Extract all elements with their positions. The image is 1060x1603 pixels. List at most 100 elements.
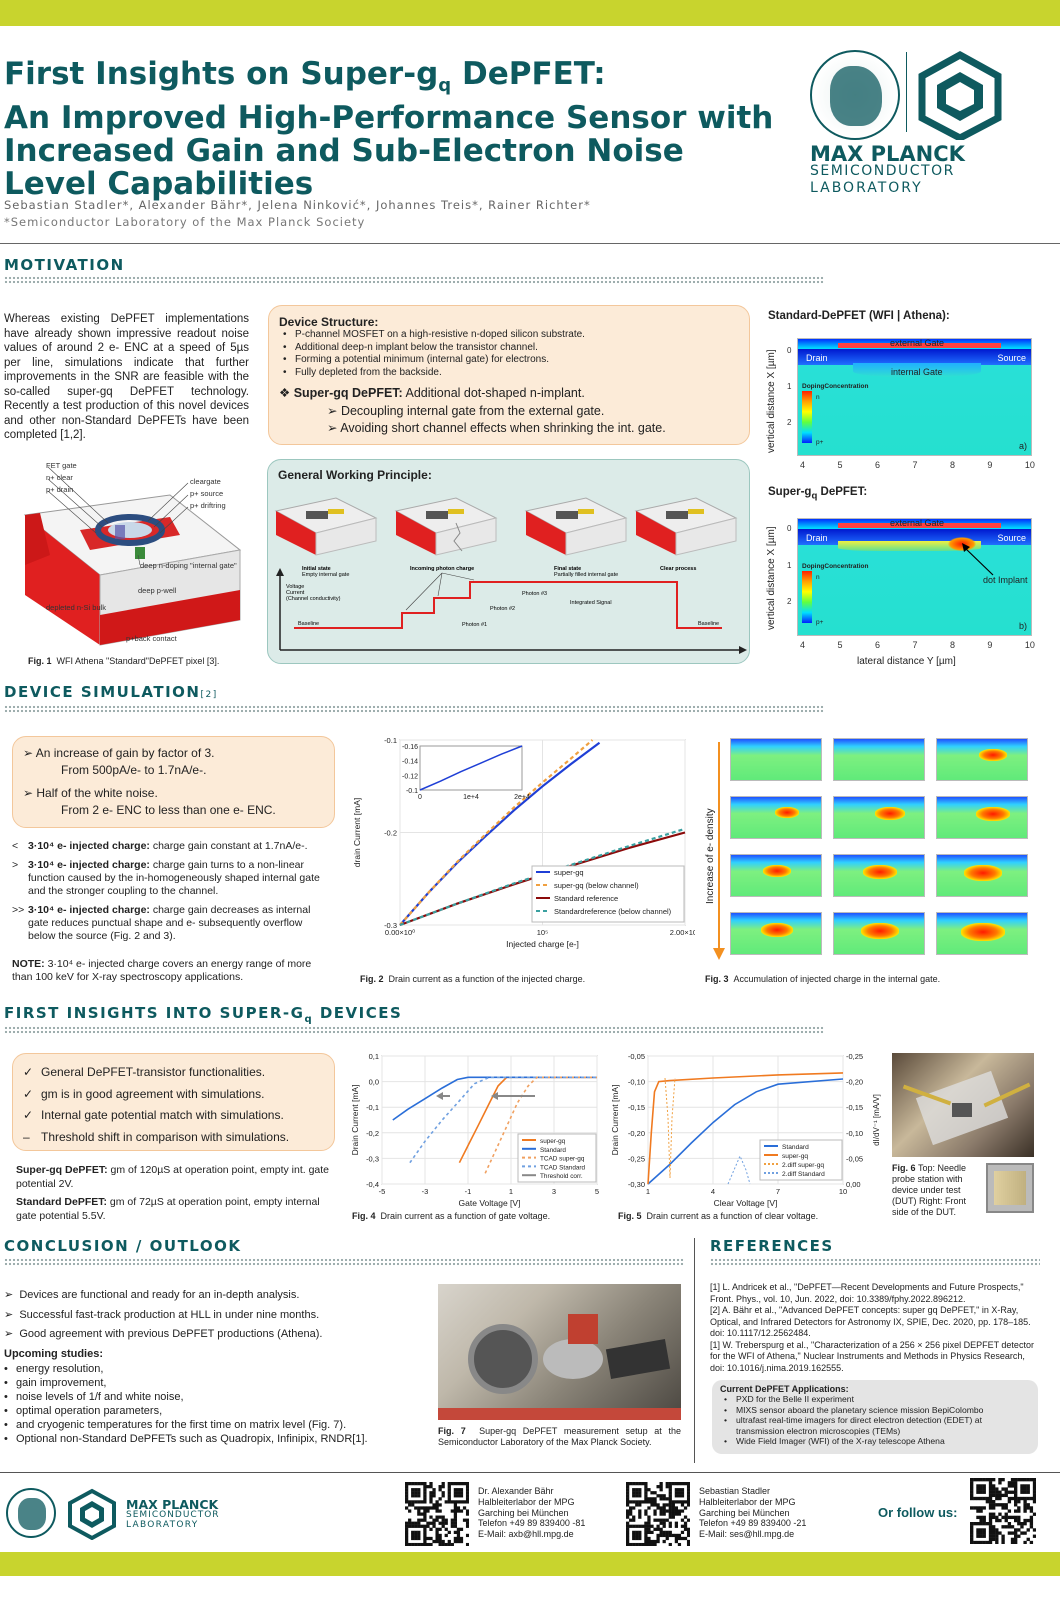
inset-y-tick: -0.14 (402, 759, 418, 766)
y2-tick-label: 0,00 (846, 1180, 861, 1189)
x-tick-label: 1 (646, 1187, 650, 1196)
contact-2: Sebastian Stadler Halbleiterlabor der MPG… (699, 1486, 807, 1540)
authors: Sebastian Stadler*, Alexander Bähr*, Jel… (4, 198, 591, 212)
fig3-snapshot (936, 912, 1028, 955)
y-axis-label: drain Current [mA] (352, 798, 362, 867)
inset-y-tick: -0.1 (406, 788, 418, 795)
series-line (484, 1076, 597, 1174)
note: NOTE: 3·10⁴ e- injected charge covers an… (12, 958, 312, 983)
sg-sim-xticks: 4 5 6 7 8 9 10 (800, 640, 1035, 650)
y-tick-label: -0,2 (366, 1129, 379, 1138)
qr-code[interactable] (970, 1478, 1037, 1545)
svg-text:Photon #2: Photon #2 (490, 606, 515, 612)
sg-sim-plot: external Gate Drain Source DopingConcent… (797, 518, 1032, 636)
svg-text:Photon #3: Photon #3 (522, 591, 547, 597)
y2-tick-label: -0,05 (846, 1154, 863, 1163)
top-band (0, 0, 1060, 26)
minerva-logo (810, 50, 900, 140)
list-item: ➢ Devices are functional and ready for a… (4, 1289, 300, 1301)
mpsl-hexagon-logo (918, 51, 1002, 140)
device-structure-title: Device Structure: (279, 315, 379, 329)
y-tick-label: -0,1 (366, 1103, 379, 1112)
svg-text:Partially filled internal gate: Partially filled internal gate (554, 572, 618, 578)
series-line (647, 1072, 844, 1185)
list-item: ➢ Successful fast-track production at HL… (4, 1308, 320, 1321)
y-axis-label: Drain Current [mA] (610, 1085, 620, 1156)
fig3-snapshot (730, 854, 822, 897)
reference-item: [2] A. Bähr et al., "Advanced DePFET con… (710, 1305, 1031, 1338)
working-title: General Working Principle: (278, 468, 432, 482)
fig7-setup-photo (438, 1284, 681, 1420)
y-tick-label: -0,15 (628, 1103, 645, 1112)
legend-label: Standard reference (554, 894, 618, 903)
fig2-chart: 0.00×10⁰ 10⁵ 2.00×10⁵ -0.3 -0.2 -0.1 Injected … (352, 738, 695, 949)
x-tick-label: 4 (711, 1187, 715, 1196)
gain-detail: From 500pA/e- to 1.7nA/e-. (61, 763, 207, 777)
svg-text:Initial state: Initial state (302, 566, 331, 572)
fig1-label: deep n-doping "internal gate" (140, 561, 237, 570)
fig3-snapshot (936, 738, 1028, 781)
upcoming-list: energy resolution, gain improvement, noi… (0, 1362, 430, 1446)
legend-label: 2.diff Standard (782, 1171, 825, 1178)
legend-label: Standard (782, 1144, 809, 1151)
sg-gm: Super-gq DePFET: gm of 120µS at operatio… (16, 1164, 330, 1190)
list-item: Wide Field Imager (WFI) of the X-ray tel… (720, 1436, 1030, 1447)
fig3-snapshot (936, 854, 1028, 897)
insight-item: ✓ General DePFET-transistor functionaliti… (23, 1065, 266, 1079)
list-item: ➢ Good agreement with previous DePFET pr… (4, 1328, 323, 1340)
charge-points: <3·10⁴ e- injected charge: charge gain c… (12, 840, 332, 949)
superg-point: ➢ Avoiding short channel effects when sh… (327, 421, 666, 435)
y-tick-label: -0,3 (366, 1154, 379, 1163)
poster-title: First Insights on Super-gq DePFET: An Im… (4, 56, 774, 203)
y-tick-label: -0.1 (384, 738, 397, 745)
working-principle-diagram: Initial state Empty internal gate Incomi… (274, 497, 747, 654)
fig1-caption: Fig. 1 WFI Athena "Standard"DePFET pixel… (28, 656, 220, 666)
series-line (409, 1076, 597, 1164)
list-item: optimal operation parameters, (0, 1404, 430, 1418)
qr-code[interactable] (405, 1482, 470, 1547)
applications-list: PXD for the Belle II experiment MIXS sen… (720, 1394, 1030, 1447)
fig1-label: depleted n-Si bulk (46, 603, 106, 612)
fig3-arrow (713, 742, 725, 960)
y-tick-label: 0,1 (369, 1052, 379, 1061)
fig3-snapshot (833, 912, 925, 955)
y2-tick-label: -0,20 (846, 1078, 863, 1087)
fig3-snapshot (730, 796, 822, 839)
fig5-caption: Fig. 5 Drain current as a function of cl… (618, 1211, 819, 1221)
noise-detail: From 2 e- ENC to less than one e- ENC. (61, 803, 276, 817)
bottom-band (0, 1552, 1060, 1576)
svg-text:Photon #1: Photon #1 (462, 622, 487, 628)
fig1-pixel-drawing: FET gate n+ clear p+ drain cleargate p+ … (23, 461, 242, 646)
inset-y-tick: -0.16 (402, 744, 418, 751)
insights-box: ✓ General DePFET-transistor functionaliti… (12, 1053, 335, 1151)
list-item: gain improvement, (0, 1376, 430, 1390)
device-structure-list: P-channel MOSFET on a high-resistive n-d… (279, 329, 739, 379)
superg-line: ❖ Super-gq DePFET: Additional dot-shaped… (279, 386, 585, 400)
y-tick-label: -0,25 (628, 1154, 645, 1163)
list-item: noise levels of 1/f and white noise, (0, 1390, 430, 1404)
inset-x-tick: 0 (418, 794, 422, 801)
arrow-head (491, 1092, 498, 1100)
header-divider (0, 243, 1060, 244)
upcoming-title: Upcoming studies: (4, 1348, 104, 1360)
insights-heading: FIRST INSIGHTS INTO SUPER-Gq DEVICES (4, 1004, 403, 1025)
x-axis-label: Gate Voltage [V] (459, 1198, 521, 1208)
svg-text:Incoming photon charge: Incoming photon charge (410, 566, 474, 572)
y2-axis-label: dI/dV⁻¹ [mA/V] (872, 1094, 881, 1146)
fig3-snapshot (833, 738, 925, 781)
qr-code[interactable] (626, 1482, 691, 1547)
x-tick-label: -3 (422, 1187, 429, 1196)
y-tick-label: -0,10 (628, 1078, 645, 1087)
list-item: energy resolution, (0, 1362, 430, 1376)
logo-semiconductor: SEMICONDUCTOR (810, 163, 955, 179)
x-tick-label: -1 (465, 1187, 472, 1196)
conclusion-heading: CONCLUSION / OUTLOOK (4, 1237, 242, 1255)
applications-title: Current DePFET Applications: (720, 1384, 849, 1394)
x-tick-label: 10 (839, 1187, 847, 1196)
footer-minerva-logo (6, 1488, 56, 1538)
list-item: P-channel MOSFET on a high-resistive n-d… (279, 329, 739, 342)
svg-text:Current: Current (286, 590, 305, 596)
column-divider (694, 1238, 695, 1463)
x-axis-label: Injected charge [e-] (506, 939, 579, 949)
insight-item: ✓ Internal gate potential match with simu… (23, 1108, 284, 1122)
